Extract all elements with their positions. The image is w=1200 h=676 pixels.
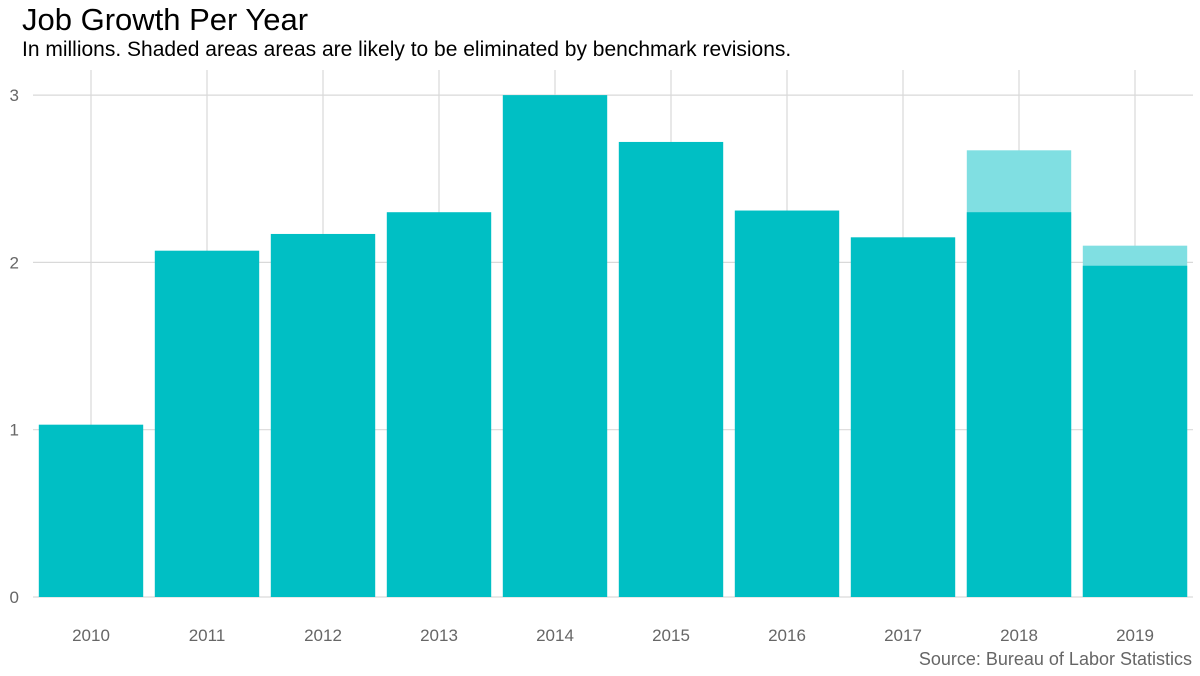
bar-2012: [270, 233, 376, 598]
x-tick-label: 2011: [189, 626, 226, 645]
x-tick-label: 2015: [652, 626, 690, 645]
y-tick-label: 1: [10, 421, 19, 440]
tick-labels: 0 1 2 3 2010 2011 2012 2013 2014 2015 2016 2017 2018…: [10, 86, 1154, 645]
x-tick-label: 2017: [884, 626, 922, 645]
y-tick-label: 2: [10, 253, 19, 272]
x-tick-label: 2018: [1000, 626, 1038, 645]
y-tick-label: 3: [10, 86, 19, 105]
x-tick-label: 2016: [768, 626, 806, 645]
x-tick-label: 2014: [536, 626, 574, 645]
bar-2015: [618, 141, 724, 597]
y-tick-label: 0: [10, 588, 19, 607]
x-tick-label: 2012: [304, 626, 342, 645]
bar-2018: [966, 212, 1072, 597]
chart-title: Job Growth Per Year: [22, 2, 309, 37]
bar-2019: [1082, 265, 1188, 597]
bar-2010: [38, 424, 144, 597]
x-tick-label: 2019: [1116, 626, 1154, 645]
x-tick-label: 2010: [72, 626, 110, 645]
chart-subtitle: In millions. Shaded areas areas are like…: [22, 38, 792, 61]
source-caption: Source: Bureau of Labor Statistics: [918, 649, 1192, 669]
bar-2011: [154, 250, 260, 597]
bar-2016: [734, 210, 840, 598]
x-tick-label: 2013: [420, 626, 458, 645]
bar-2017: [850, 237, 956, 597]
bar-2013: [386, 212, 492, 597]
bar-2014: [502, 95, 608, 597]
bars: [38, 95, 1188, 598]
